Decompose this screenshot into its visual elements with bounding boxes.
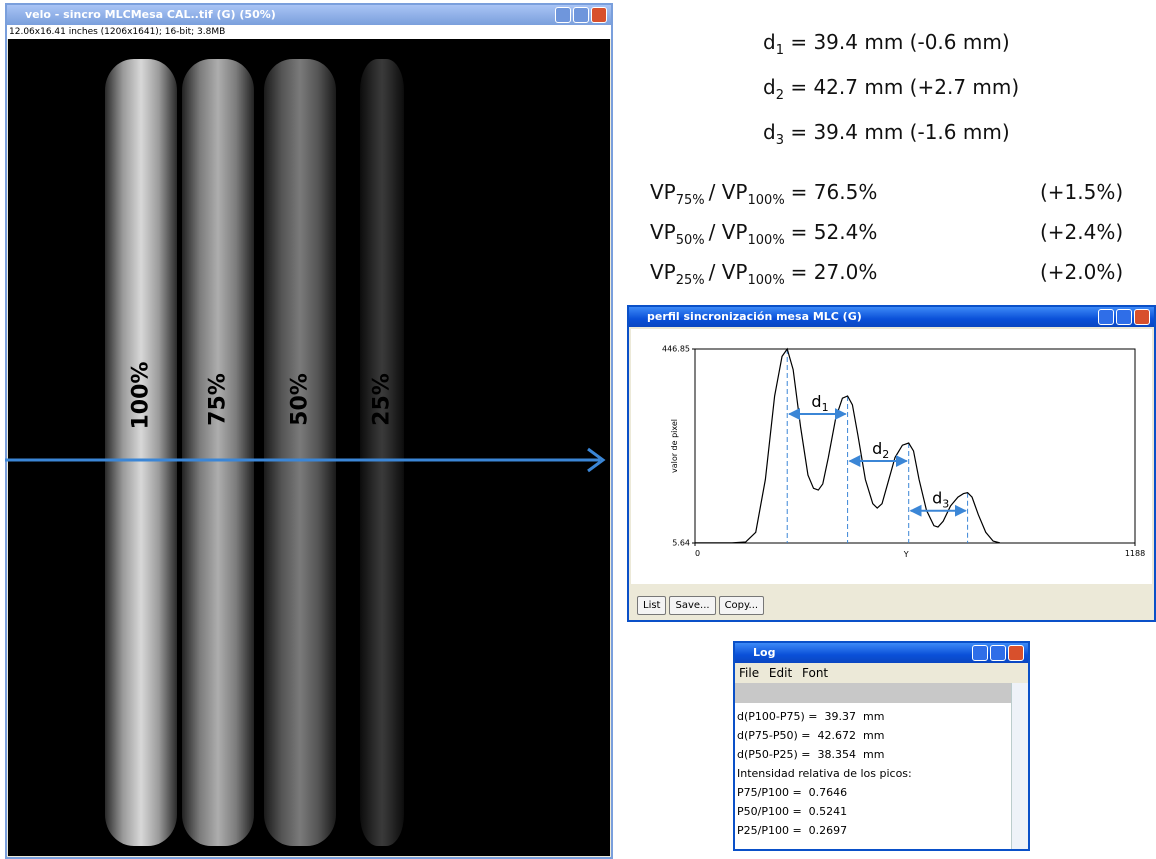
distance-text: = 39.4 mm (-0.6 mm) — [790, 30, 1009, 54]
annotation-text: d — [872, 439, 882, 458]
denominator: / VP — [709, 220, 748, 244]
close-button[interactable] — [1008, 645, 1024, 661]
ratio-change: (+2.0%) — [1040, 252, 1123, 292]
denominator: / VP — [709, 260, 748, 284]
log-window: Log File Edit Font d(P100-P75) = 39.37 m… — [733, 641, 1030, 851]
ratio-line: VP50% / VP100% = 52.4% (+2.4%) — [650, 212, 1120, 252]
title-bar: perfil sincronización mesa MLC (G) — [629, 307, 1154, 327]
ratio-line: VP25% / VP100% = 27.0% (+2.0%) — [650, 252, 1120, 292]
ratio-value: = 76.5% — [791, 180, 878, 204]
menu-item[interactable]: Font — [802, 666, 828, 680]
maximize-button[interactable] — [990, 645, 1006, 661]
annotation-sub: 1 — [822, 401, 829, 414]
subscript: 100% — [748, 193, 785, 208]
window-title: perfil sincronización mesa MLC (G) — [647, 310, 862, 323]
x-tick-label: 0 — [695, 549, 700, 558]
subscript: 100% — [748, 233, 785, 248]
menu-item[interactable]: Edit — [769, 666, 792, 680]
ratio-change: (+2.4%) — [1040, 212, 1123, 252]
log-line: P50/P100 = 0.5241 — [737, 802, 912, 821]
save-button[interactable]: Save... — [669, 596, 715, 615]
log-line: P25/P100 = 0.2697 — [737, 821, 912, 840]
distance-line: d1 = 39.4 mm (-0.6 mm) — [763, 24, 1019, 69]
copy-button[interactable]: Copy... — [719, 596, 764, 615]
x-tick-label: 1188 — [1125, 549, 1145, 558]
numerator: VP — [650, 180, 676, 204]
minimize-button[interactable] — [972, 645, 988, 661]
subscript: 75% — [676, 193, 705, 208]
log-line: d(P75-P50) = 42.672 mm — [737, 726, 912, 745]
y-axis-label: valor de pixel — [670, 419, 679, 473]
ratio-results: VP75%/ VP100%= 76.5%(+1.5%)VP50%/ VP100%… — [650, 172, 1120, 292]
annotation: d1 — [811, 392, 828, 414]
scrollbar[interactable] — [1011, 683, 1028, 849]
ratio-value: = 52.4% — [791, 220, 878, 244]
profile-arrow — [0, 0, 620, 480]
denominator: / VP — [709, 180, 748, 204]
annotation-sub: 2 — [882, 448, 889, 461]
symbol: d — [763, 75, 776, 99]
y-tick-label: 446.85 — [662, 345, 690, 354]
close-button[interactable] — [1134, 309, 1150, 325]
distance-text: = 42.7 mm (+2.7 mm) — [790, 75, 1019, 99]
distance-text: = 39.4 mm (-1.6 mm) — [790, 120, 1009, 144]
subscript: 50% — [676, 233, 705, 248]
subscript: 3 — [776, 133, 784, 148]
log-line: d(P100-P75) = 39.37 mm — [737, 707, 912, 726]
minimize-button[interactable] — [1098, 309, 1114, 325]
log-line: d(P50-P25) = 38.354 mm — [737, 745, 912, 764]
distance-results: d1 = 39.4 mm (-0.6 mm) d2 = 42.7 mm (+2.… — [763, 24, 1019, 159]
subscript: 2 — [776, 88, 784, 103]
log-line: P75/P100 = 0.7646 — [737, 783, 912, 802]
plot-frame — [695, 349, 1135, 543]
log-header — [735, 683, 1012, 703]
log-line: Intensidad relativa de los picos: — [737, 764, 912, 783]
maximize-button[interactable] — [1116, 309, 1132, 325]
symbol: d — [763, 120, 776, 144]
x-axis-label: Y — [903, 550, 909, 559]
list-button[interactable]: List — [637, 596, 666, 615]
subscript: 100% — [748, 273, 785, 288]
menu-bar: File Edit Font — [739, 666, 828, 680]
distance-line: d2 = 42.7 mm (+2.7 mm) — [763, 69, 1019, 114]
annotation-text: d — [811, 392, 821, 411]
distance-line: d3 = 39.4 mm (-1.6 mm) — [763, 114, 1019, 159]
ratio-value: = 27.0% — [791, 260, 878, 284]
page: velo - sincro MLCMesa CAL..tif (G) (50%)… — [0, 0, 1156, 859]
annotation-sub: 3 — [942, 498, 949, 511]
ratio-change: (+1.5%) — [1040, 172, 1123, 212]
numerator: VP — [650, 220, 676, 244]
annotation: d2 — [872, 439, 889, 461]
menu-item[interactable]: File — [739, 666, 759, 680]
y-tick-label: 5.64 — [672, 539, 690, 548]
symbol: d — [763, 30, 776, 54]
ratio-line: VP75% / VP100% = 76.5% (+1.5%) — [650, 172, 1120, 212]
annotation-text: d — [932, 489, 942, 508]
window-title: Log — [753, 646, 775, 659]
subscript: 25% — [676, 273, 705, 288]
numerator: VP — [650, 260, 676, 284]
subscript: 1 — [776, 43, 784, 58]
annotation: d3 — [932, 489, 949, 511]
profile-window: perfil sincronización mesa MLC (G) 446.8… — [627, 305, 1156, 622]
